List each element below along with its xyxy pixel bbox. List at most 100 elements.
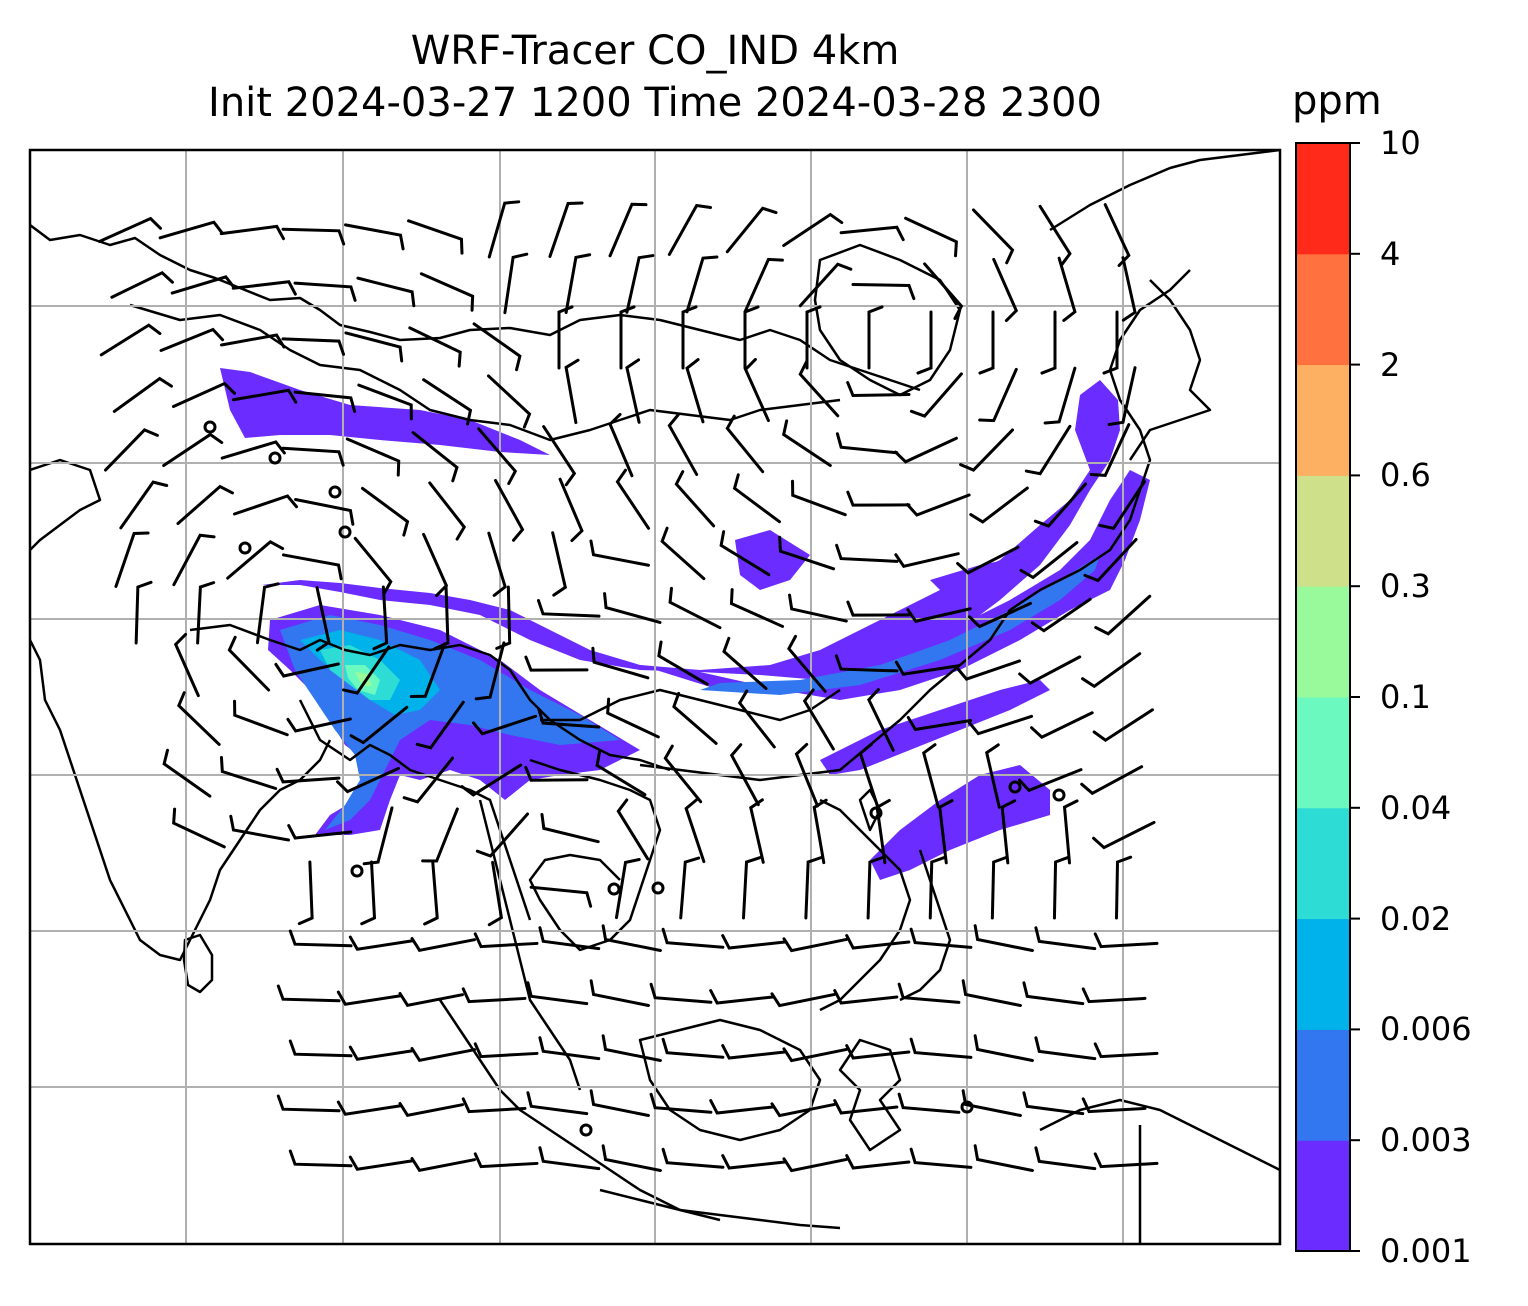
wind-barb xyxy=(788,593,848,623)
colorbar-segment xyxy=(1296,475,1350,587)
coast-java xyxy=(599,1188,841,1230)
wind-barb xyxy=(1038,204,1072,267)
calm-wind-circle xyxy=(338,525,352,539)
wind-barb xyxy=(422,378,473,426)
map-plot-area xyxy=(30,150,1280,1244)
wind-barb xyxy=(661,1147,725,1169)
wind-barb xyxy=(661,1037,725,1059)
wind-barb xyxy=(867,688,895,752)
wind-barb xyxy=(538,1146,601,1171)
wind-barb xyxy=(782,937,848,953)
calm-wind-circle xyxy=(960,1100,974,1114)
coast-bay-of-bengal xyxy=(298,699,532,921)
wind-barb xyxy=(536,599,601,618)
wind-barb xyxy=(398,991,464,1008)
wind-barb xyxy=(97,216,163,243)
coast-korea-japan xyxy=(1049,150,1280,232)
wind-barb xyxy=(1017,768,1083,793)
wind-barb xyxy=(172,533,216,587)
coast-indochina xyxy=(528,758,662,952)
wind-barb xyxy=(415,700,465,750)
wind-barb xyxy=(956,545,1020,575)
wind-barb xyxy=(672,691,718,745)
wind-barb xyxy=(833,1099,899,1115)
wind-barb xyxy=(99,323,162,357)
wind-barb xyxy=(119,480,169,530)
wind-barb xyxy=(805,305,822,370)
wind-barb xyxy=(1033,482,1088,528)
wind-barb xyxy=(495,585,512,650)
coast-philippines xyxy=(899,849,952,1002)
wind-barb xyxy=(992,257,1019,323)
wind-barb xyxy=(973,1144,1034,1173)
wind-barb xyxy=(625,358,641,424)
wind-barb xyxy=(787,634,827,693)
wind-barb xyxy=(649,982,713,1004)
wind-barb xyxy=(649,1092,713,1114)
wind-barb xyxy=(1115,855,1133,920)
wind-barb xyxy=(897,982,961,1004)
wind-barb xyxy=(1030,597,1092,633)
wind-barb xyxy=(407,219,464,255)
wind-barb xyxy=(287,824,353,840)
wind-barb xyxy=(433,585,450,650)
wind-barb xyxy=(616,798,650,861)
wind-barb xyxy=(486,374,532,429)
wind-barb xyxy=(603,592,662,624)
wind-barb xyxy=(1019,541,1079,580)
coast-sulawesi xyxy=(838,1038,902,1152)
plume-strip-2 xyxy=(930,555,1040,590)
wind-barb xyxy=(276,1094,341,1113)
wind-barb xyxy=(402,756,454,804)
wind-barb xyxy=(606,697,660,739)
wind-barb xyxy=(288,1039,353,1058)
wind-barb xyxy=(1022,981,1085,1006)
wind-barb xyxy=(286,717,352,733)
wind-barb xyxy=(281,553,343,581)
wind-barb xyxy=(281,446,345,467)
wind-barb xyxy=(835,432,899,455)
wind-barb xyxy=(744,257,784,313)
wind-barb xyxy=(1034,1036,1097,1061)
wind-barb xyxy=(660,526,706,581)
wind-barb xyxy=(749,798,765,864)
wind-barb xyxy=(1098,480,1146,531)
colorbar-segment xyxy=(1296,807,1350,920)
wind-barb xyxy=(526,1091,589,1116)
wind-barb xyxy=(835,543,899,563)
calm-wind-circle xyxy=(203,420,217,434)
wind-barb xyxy=(353,536,393,596)
wind-barb xyxy=(421,807,459,863)
wind-barb xyxy=(1103,203,1131,267)
wind-barb xyxy=(158,220,224,240)
wind-barb xyxy=(1093,1042,1159,1059)
map-frame xyxy=(28,148,1282,1246)
wind-barb xyxy=(928,855,947,920)
wind-barb xyxy=(348,1155,415,1171)
wind-barb xyxy=(1094,594,1152,636)
wind-barb xyxy=(839,225,905,242)
wind-barb xyxy=(661,927,725,949)
wind-barb xyxy=(1034,926,1097,951)
wind-barb xyxy=(725,414,765,474)
wind-barb xyxy=(894,552,960,569)
wind-barb xyxy=(905,493,971,517)
wind-barb xyxy=(737,689,776,749)
wind-barb xyxy=(904,216,958,258)
wind-barb xyxy=(721,934,787,950)
wind-barb xyxy=(288,1149,353,1168)
colorbar-tick-label: 0.04 xyxy=(1380,788,1452,827)
wind-barb xyxy=(473,1152,539,1169)
wind-barb xyxy=(503,252,529,315)
wind-barb xyxy=(667,203,713,256)
wind-barb xyxy=(906,715,973,732)
wind-barb xyxy=(1121,256,1137,322)
wind-barb xyxy=(275,767,341,784)
wind-barb xyxy=(558,477,584,543)
wind-barb xyxy=(229,814,291,842)
wind-barb xyxy=(1081,987,1147,1004)
wind-barb xyxy=(226,540,285,580)
map-title-line1: WRF-Tracer CO_IND 4km xyxy=(410,28,900,74)
wind-barb xyxy=(782,1047,848,1063)
wind-barb xyxy=(834,654,899,673)
